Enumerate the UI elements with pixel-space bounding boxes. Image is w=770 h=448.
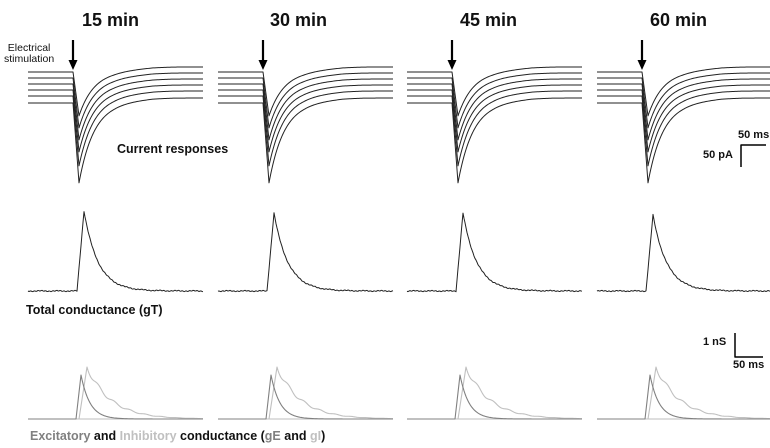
ge-label: gE — [264, 429, 281, 443]
time-point-header-45: 45 min — [460, 10, 518, 30]
conductance-legend: Excitatory and Inhibitory conductance (g… — [30, 429, 325, 443]
legend-and-1: and — [90, 429, 120, 443]
current-trace — [407, 97, 582, 184]
conductance-scalebar-amplitude-label: 1 nS — [703, 336, 727, 348]
excitatory-word: Excitatory — [30, 429, 91, 443]
current-trace — [218, 78, 394, 141]
current-trace — [218, 66, 393, 117]
stimulation-arrow-head — [447, 60, 457, 70]
current-trace — [28, 66, 203, 117]
stimulation-arrow-head — [258, 60, 268, 70]
conductance-scalebar — [734, 333, 763, 358]
current-trace — [218, 97, 393, 184]
current-trace — [28, 72, 203, 129]
conductance-scalebar-time-label: 50 ms — [733, 359, 765, 371]
total-conductance-trace — [217, 212, 394, 293]
current-trace — [597, 97, 770, 184]
gi-label: gI — [309, 429, 322, 443]
current-trace — [597, 84, 770, 153]
stimulation-label-line2: stimulation — [4, 53, 55, 65]
current-trace — [407, 78, 583, 141]
current-trace — [597, 78, 770, 141]
time-point-header-60: 60 min — [650, 10, 708, 30]
total-conductance-trace — [406, 212, 583, 293]
inhibitory-conductance-trace — [407, 366, 583, 420]
excitatory-conductance-trace — [28, 374, 203, 420]
current-scalebar — [740, 144, 766, 167]
excitatory-conductance-trace — [407, 374, 582, 420]
current-trace — [597, 90, 770, 167]
stimulation-arrow-head — [68, 60, 78, 70]
inhibitory-conductance-trace — [597, 366, 770, 420]
current-trace — [407, 72, 582, 129]
legend-and-2: and — [280, 429, 310, 443]
current-trace — [218, 84, 393, 153]
inhibitory-word: Inhibitory — [119, 429, 177, 443]
legend-conductance-word: conductance ( — [176, 429, 265, 443]
time-point-header-15: 15 min — [82, 10, 140, 30]
current-trace — [28, 84, 203, 153]
current-trace — [28, 78, 204, 141]
total-conductance-trace — [27, 211, 204, 293]
total-conductance-traces — [27, 211, 770, 293]
current-response-traces — [28, 66, 770, 184]
total-conductance-label: Total conductance (gT) — [26, 303, 163, 317]
stimulation-label-line1: Electrical — [7, 42, 51, 54]
current-trace — [407, 66, 582, 117]
current-scalebar-time-label: 50 ms — [738, 129, 770, 141]
stimulation-arrow-head — [637, 60, 647, 70]
legend-close-paren: ) — [321, 429, 326, 443]
current-responses-label: Current responses — [117, 142, 229, 156]
current-trace — [218, 90, 393, 167]
scale-bars — [734, 144, 766, 358]
stimulation-label: Electrical stimulation — [4, 43, 54, 65]
current-scalebar-amplitude-label: 50 pA — [703, 149, 733, 161]
stimulation-arrows — [68, 40, 647, 70]
current-trace — [28, 97, 203, 184]
current-trace — [597, 66, 770, 117]
current-trace — [218, 72, 393, 129]
inhibitory-conductance-trace — [28, 366, 204, 420]
current-trace — [597, 72, 770, 129]
total-conductance-trace — [596, 213, 770, 293]
excitatory-inhibitory-traces — [28, 366, 770, 420]
time-point-header-30: 30 min — [270, 10, 328, 30]
current-trace — [407, 84, 582, 153]
excitatory-conductance-trace — [218, 374, 393, 420]
excitatory-conductance-trace — [597, 374, 770, 420]
current-trace — [28, 90, 203, 167]
inhibitory-conductance-trace — [218, 366, 394, 420]
current-trace — [407, 90, 582, 167]
